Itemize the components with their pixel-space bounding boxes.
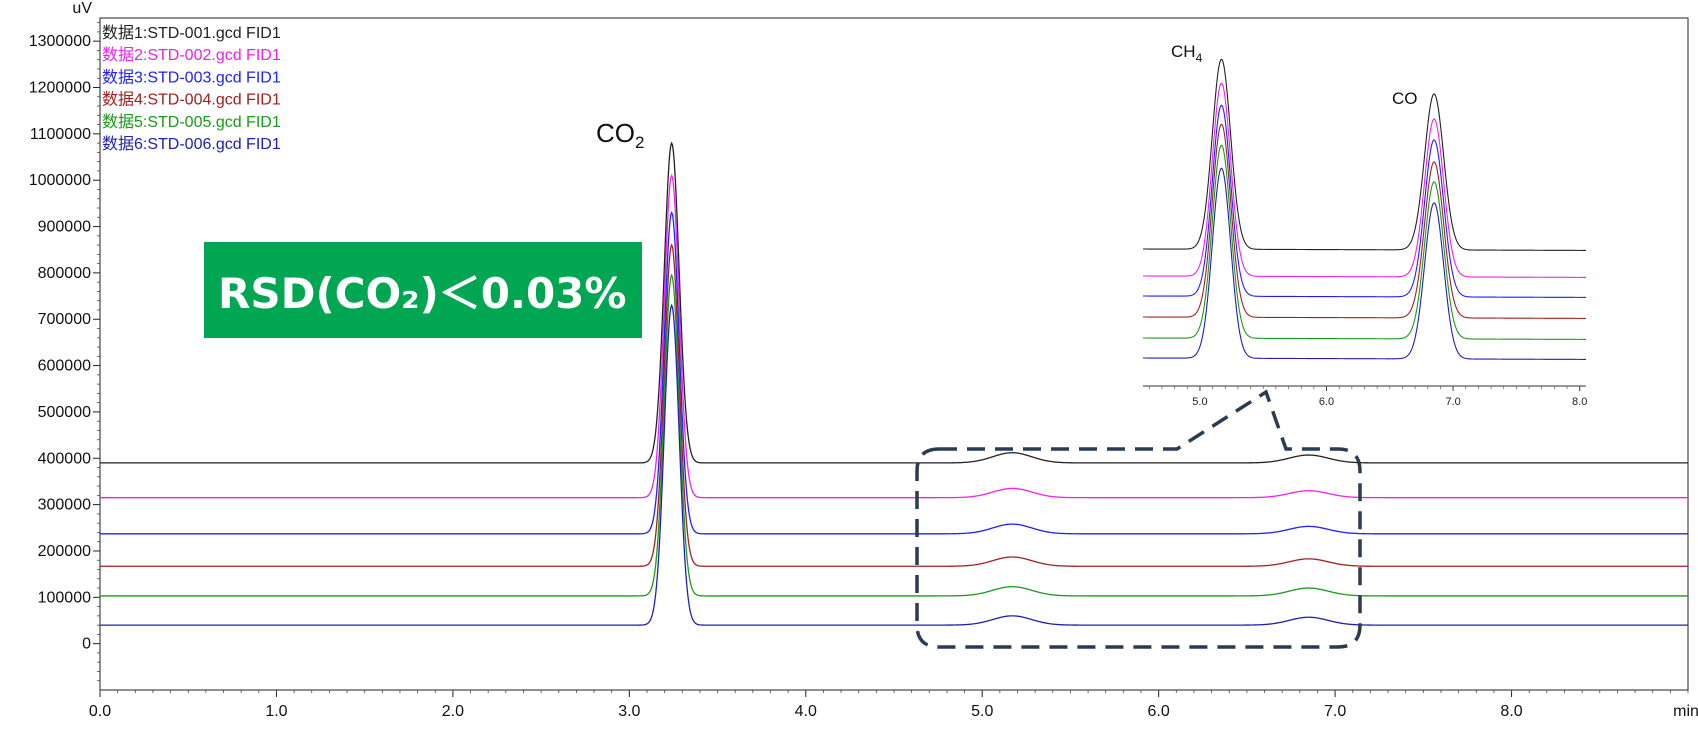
- ch4-peak-label: CH4: [1171, 42, 1203, 65]
- y-tick-label: 1300000: [29, 33, 91, 50]
- y-tick-label: 400000: [38, 450, 91, 467]
- y-tick-label: 300000: [38, 497, 91, 514]
- trace-6: [100, 303, 1688, 626]
- y-tick-label: 1200000: [29, 80, 91, 97]
- y-tick-label: 1100000: [30, 126, 91, 143]
- legend: 数据1:STD-001.gcd FID1 数据2:STD-002.gcd FID1…: [102, 24, 281, 153]
- x-tick-label: 6.0: [1148, 703, 1170, 720]
- x-tick-label: 1.0: [265, 703, 287, 720]
- y-tick-label: 200000: [38, 543, 91, 560]
- inset-trace-2: [1143, 82, 1586, 278]
- ch4-subscript: 4: [1196, 51, 1203, 65]
- inset-x-tick-label: 8.0: [1572, 396, 1587, 408]
- x-tick-label: 0.0: [89, 703, 111, 720]
- legend-entry-2: 数据2:STD-002.gcd FID1: [102, 46, 281, 64]
- inset-x-tick-label: 7.0: [1445, 396, 1460, 408]
- zoom-callout: [915, 389, 1362, 649]
- inset-x-tick-label: 5.0: [1192, 396, 1207, 408]
- rsd-badge: RSD(CO₂)＜0.03%: [204, 242, 642, 338]
- legend-entry-3: 数据3:STD-003.gcd FID1: [102, 68, 281, 86]
- legend-entry-1: 数据1:STD-001.gcd FID1: [102, 24, 281, 42]
- y-tick-label: 600000: [38, 358, 91, 375]
- y-tick-label: 100000: [38, 589, 91, 606]
- x-tick-label: 3.0: [618, 703, 640, 720]
- y-tick-label: 1000000: [29, 172, 91, 189]
- inset-trace-1: [1143, 58, 1586, 251]
- legend-entry-5: 数据5:STD-005.gcd FID1: [102, 113, 281, 131]
- y-tick-label: 0: [82, 636, 91, 653]
- x-tick-label: 7.0: [1324, 703, 1346, 720]
- y-tick-label: 700000: [38, 311, 91, 328]
- trace-2: [100, 173, 1688, 499]
- peak-labels: CO2 CH4 CO: [596, 42, 1418, 152]
- main-axes: 0 100000 200000 300000 400000 500000 600000 700…: [29, 0, 1698, 720]
- x-tick-label: 5.0: [971, 703, 993, 720]
- y-tick-label: 500000: [38, 404, 91, 421]
- trace-4: [100, 243, 1688, 567]
- y-tick-label: 800000: [38, 265, 91, 282]
- trace-3: [100, 210, 1688, 535]
- co2-subscript: 2: [635, 133, 644, 152]
- inset-trace-3: [1143, 104, 1586, 298]
- x-tick-label: 8.0: [1500, 703, 1522, 720]
- main-traces: [100, 141, 1688, 626]
- trace-1: [100, 141, 1688, 464]
- legend-entry-4: 数据4:STD-004.gcd FID1: [102, 91, 281, 109]
- x-tick-label: 4.0: [795, 703, 817, 720]
- rsd-text: RSD(CO₂)＜0.03%: [218, 268, 627, 318]
- co2-peak-label: CO2: [596, 118, 644, 152]
- co-peak-label: CO: [1392, 89, 1418, 108]
- inset-x-tick-label: 6.0: [1319, 396, 1334, 408]
- inset-chart: 5.0 6.0 7.0 8.0: [1143, 58, 1587, 408]
- inset-trace-6: [1143, 167, 1586, 360]
- zoom-callout-frame: [915, 389, 1362, 649]
- trace-5: [100, 273, 1688, 597]
- inset-trace-5: [1143, 144, 1586, 340]
- x-tick-label: 2.0: [442, 703, 464, 720]
- plot-frame: [99, 17, 1689, 691]
- inset-trace-4: [1143, 123, 1586, 319]
- y-axis-label: uV: [72, 0, 92, 17]
- legend-entry-6: 数据6:STD-006.gcd FID1: [102, 135, 281, 153]
- y-tick-label: 900000: [38, 219, 91, 236]
- x-axis-label: min: [1673, 703, 1698, 720]
